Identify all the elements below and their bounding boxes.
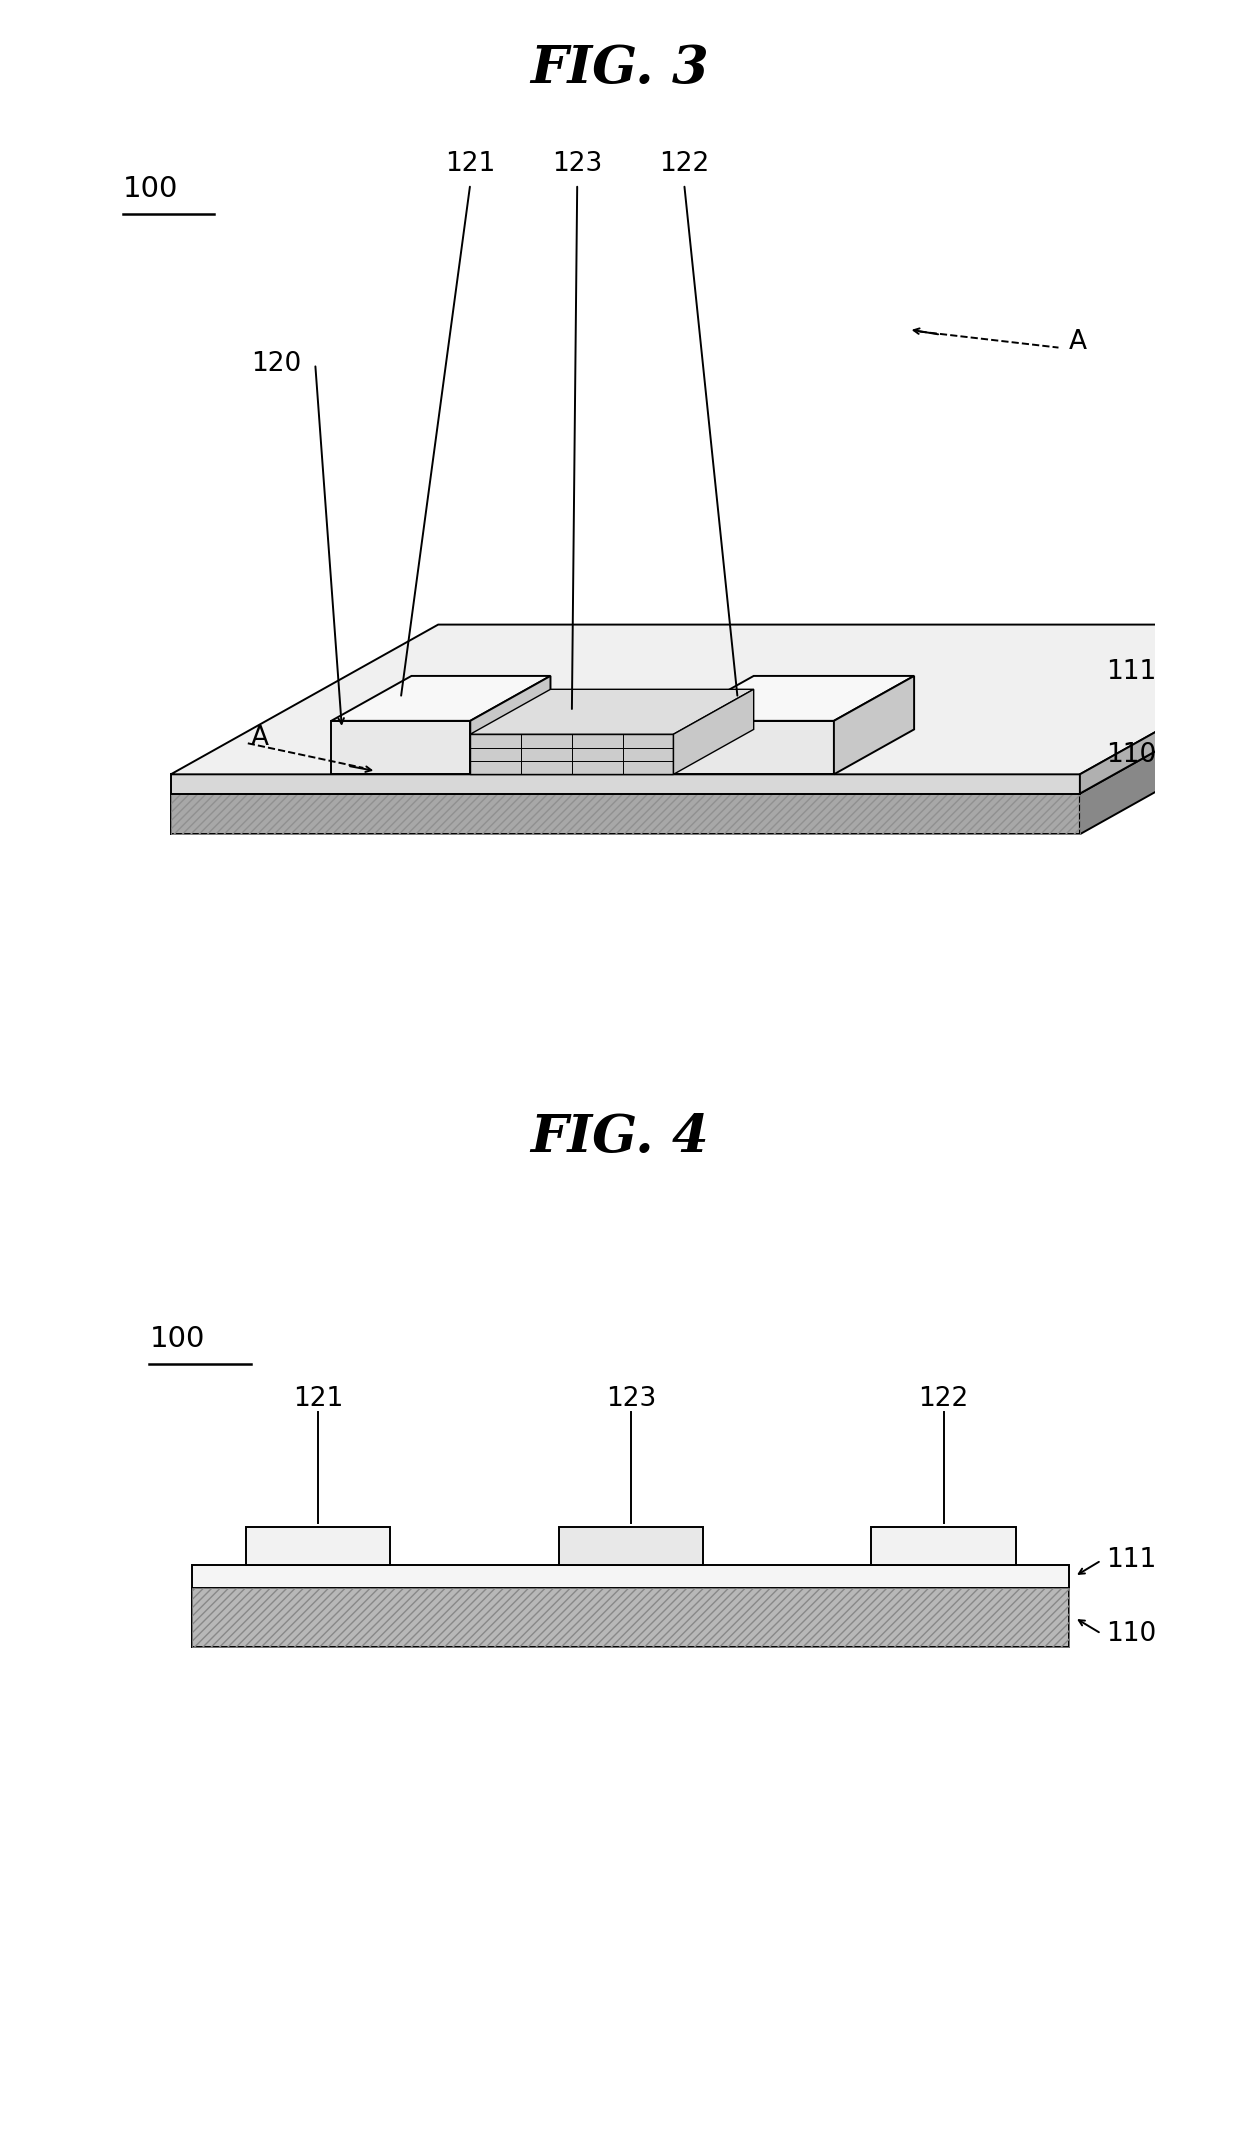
Text: 122: 122 bbox=[919, 1386, 968, 1412]
Text: A: A bbox=[250, 725, 269, 751]
Polygon shape bbox=[470, 676, 551, 774]
Polygon shape bbox=[171, 625, 1240, 774]
Text: 110: 110 bbox=[1106, 742, 1157, 768]
Polygon shape bbox=[1080, 625, 1240, 794]
Polygon shape bbox=[331, 721, 470, 774]
Polygon shape bbox=[470, 734, 673, 774]
Text: 111: 111 bbox=[1106, 1546, 1157, 1574]
Text: 120: 120 bbox=[250, 351, 301, 376]
Text: 111: 111 bbox=[1106, 659, 1157, 684]
Text: 123: 123 bbox=[552, 152, 603, 178]
Text: 122: 122 bbox=[658, 152, 709, 178]
Text: 123: 123 bbox=[606, 1386, 656, 1412]
Text: 121: 121 bbox=[445, 152, 496, 178]
Bar bbox=[872, 1527, 1016, 1566]
Polygon shape bbox=[171, 644, 1240, 794]
Polygon shape bbox=[1080, 644, 1240, 834]
Text: 100: 100 bbox=[123, 175, 179, 203]
Bar bbox=[192, 1566, 1069, 1587]
Polygon shape bbox=[470, 689, 754, 734]
Polygon shape bbox=[673, 676, 914, 721]
Bar bbox=[559, 1527, 703, 1566]
Text: 110: 110 bbox=[1106, 1621, 1157, 1647]
Polygon shape bbox=[331, 676, 551, 721]
Text: FIG. 4: FIG. 4 bbox=[531, 1112, 709, 1164]
Text: A: A bbox=[1069, 329, 1087, 355]
Polygon shape bbox=[673, 689, 754, 774]
Bar bbox=[246, 1527, 391, 1566]
Polygon shape bbox=[833, 676, 914, 774]
Bar bbox=[192, 1587, 1069, 1647]
Polygon shape bbox=[673, 721, 833, 774]
Text: FIG. 3: FIG. 3 bbox=[531, 43, 709, 94]
Text: 121: 121 bbox=[293, 1386, 343, 1412]
Polygon shape bbox=[171, 794, 1080, 834]
Text: 100: 100 bbox=[149, 1324, 205, 1354]
Bar bbox=[192, 1587, 1069, 1647]
Polygon shape bbox=[171, 774, 1080, 794]
